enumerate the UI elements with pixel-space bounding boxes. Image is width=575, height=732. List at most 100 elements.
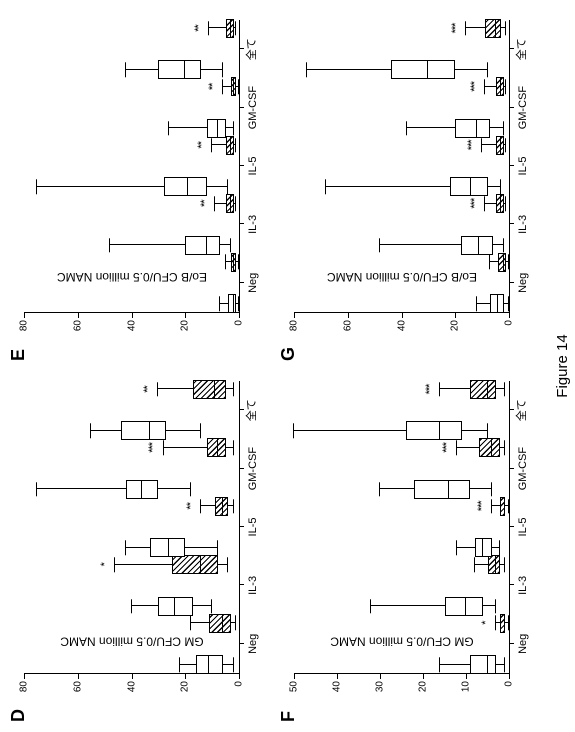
significance-marker: *: [99, 563, 111, 566]
x-tick-label: Neg: [247, 273, 259, 293]
y-tick-label: 0: [234, 681, 245, 687]
y-tick-label: 20: [180, 681, 191, 692]
significance-marker: **: [142, 386, 154, 393]
x-tick: [509, 165, 514, 166]
boxplot-open: [24, 538, 239, 557]
y-tick-label: 80: [289, 320, 300, 331]
y-tick-label: 10: [461, 681, 472, 692]
x-tick-label: 全て: [243, 399, 259, 421]
y-axis-label: Eo/B CFU/0.5 million NAMC: [56, 270, 206, 284]
boxplot-hatched: [294, 614, 509, 633]
rotated-canvas: D GM CFU/0.5 million NAMC 020406080NegIL…: [0, 0, 575, 732]
boxplot-open: [24, 294, 239, 313]
significance-marker: ***: [424, 385, 436, 395]
significance-marker: *: [480, 621, 492, 624]
x-tick-label: IL-3: [247, 576, 259, 595]
x-tick-label: 全て: [513, 38, 529, 60]
panel-E: E Eo/B CFU/0.5 million NAMC 020406080Neg…: [12, 14, 276, 357]
y-tick-label: 40: [332, 681, 343, 692]
y-tick-label: 30: [375, 681, 386, 692]
x-tick: [239, 526, 244, 527]
y-tick-label: 40: [126, 320, 137, 331]
boxplot-open: [294, 60, 509, 79]
boxplot-hatched: [294, 253, 509, 272]
x-tick: [509, 526, 514, 527]
boxplot-open: [294, 421, 509, 440]
significance-marker: ***: [476, 501, 488, 511]
x-tick: [239, 282, 244, 283]
significance-marker: ***: [450, 24, 462, 34]
y-tick: [239, 673, 240, 679]
boxplot-open: [294, 119, 509, 138]
significance-marker: ***: [147, 443, 159, 453]
x-tick: [239, 468, 244, 469]
panel-F: F GM CFU/0.5 million NAMC 01020304050Neg…: [282, 375, 546, 718]
boxplot-open: [24, 60, 239, 79]
boxplot-open: [24, 655, 239, 674]
x-tick-label: 全て: [243, 38, 259, 60]
x-tick-label: IL-5: [247, 518, 259, 537]
x-tick-label: IL-3: [517, 576, 529, 595]
boxplot-open: [294, 236, 509, 255]
x-tick: [239, 643, 244, 644]
boxplot-open: [294, 538, 509, 557]
boxplot-hatched: [24, 380, 239, 399]
figure-caption: Figure 14: [552, 14, 571, 718]
boxplot-open: [24, 119, 239, 138]
boxplot-hatched: [24, 555, 239, 574]
boxplot-open: [294, 597, 509, 616]
plot-area: GM CFU/0.5 million NAMC 020406080NegIL-3…: [24, 381, 240, 674]
x-tick-label: Neg: [517, 273, 529, 293]
y-tick-label: 80: [19, 681, 30, 692]
boxplot-open: [24, 421, 239, 440]
boxplot-open: [294, 294, 509, 313]
y-tick-label: 40: [396, 320, 407, 331]
y-tick: [239, 312, 240, 318]
boxplot-hatched: [24, 253, 239, 272]
y-tick: [509, 312, 510, 318]
significance-marker: ***: [466, 140, 478, 150]
x-tick-label: GM-CSF: [517, 86, 529, 129]
y-tick-label: 60: [72, 681, 83, 692]
y-tick-label: 20: [450, 320, 461, 331]
significance-marker: **: [199, 200, 211, 207]
x-tick: [509, 282, 514, 283]
boxplot-open: [294, 177, 509, 196]
x-tick: [509, 643, 514, 644]
significance-marker: ***: [469, 199, 481, 209]
y-axis-label: Eo/B CFU/0.5 million NAMC: [326, 270, 476, 284]
significance-marker: **: [185, 503, 197, 510]
x-tick: [239, 165, 244, 166]
boxplot-open: [294, 655, 509, 674]
y-tick-label: 0: [504, 681, 515, 687]
boxplot-hatched: [24, 614, 239, 633]
significance-marker: **: [196, 142, 208, 149]
x-tick-label: IL-5: [517, 157, 529, 176]
significance-marker: **: [207, 84, 219, 91]
boxplot-hatched: [294, 555, 509, 574]
plot-area: Eo/B CFU/0.5 million NAMC 020406080NegIL…: [24, 20, 240, 313]
boxplot-open: [24, 597, 239, 616]
boxplot-hatched: [24, 497, 239, 516]
y-tick-label: 20: [418, 681, 429, 692]
x-tick-label: IL-3: [247, 215, 259, 234]
x-tick: [239, 107, 244, 108]
panel-letter: F: [278, 711, 299, 722]
boxplot-hatched: [24, 19, 239, 38]
x-tick-label: Neg: [517, 634, 529, 654]
x-tick-label: IL-5: [247, 157, 259, 176]
y-tick-label: 50: [289, 681, 300, 692]
panel-G: G Eo/B CFU/0.5 million NAMC 020406080Neg…: [282, 14, 546, 357]
y-tick-label: 60: [342, 320, 353, 331]
y-tick-label: 0: [504, 320, 515, 326]
panel-letter: E: [8, 349, 29, 361]
x-tick: [509, 223, 514, 224]
x-tick-label: GM-CSF: [517, 447, 529, 490]
boxplot-open: [24, 236, 239, 255]
boxplot-open: [294, 480, 509, 499]
boxplot-open: [24, 177, 239, 196]
panel-letter: D: [8, 709, 29, 722]
panel-letter: G: [278, 347, 299, 361]
x-tick-label: 全て: [513, 399, 529, 421]
y-axis-label: GM CFU/0.5 million NAMC: [330, 634, 473, 648]
